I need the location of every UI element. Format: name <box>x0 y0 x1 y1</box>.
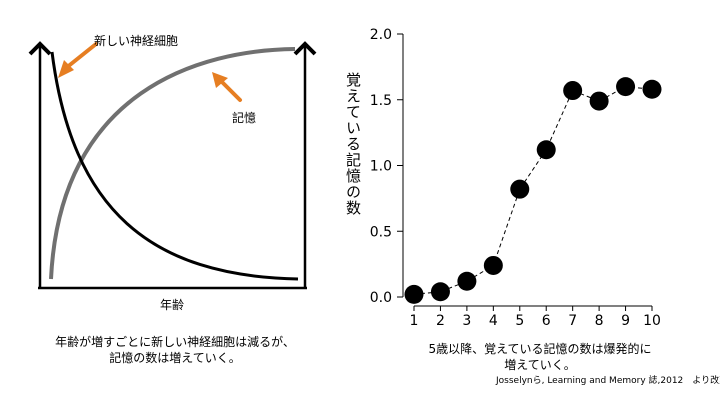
neuron-pointer-arrow <box>58 42 98 78</box>
x-tick-label: 10 <box>643 313 661 329</box>
memory-curve <box>49 47 296 280</box>
left-caption-line-2: 記憶の数は増えていく。 <box>109 351 241 365</box>
right-y-axis-label: 覚えている記憶の数 <box>344 72 362 216</box>
data-point <box>457 271 477 291</box>
right-caption: 5歳以降、覚えている記憶の数は爆発的に 増えていく。 <box>400 341 680 373</box>
y-tick-label: 0.0 <box>370 290 392 306</box>
right-caption-line-2: 増えていく。 <box>504 358 576 372</box>
x-tick-label: 6 <box>542 313 551 329</box>
new-neurons-curve <box>50 51 299 281</box>
data-point <box>536 140 556 160</box>
data-point <box>642 79 662 99</box>
x-tick-label: 7 <box>568 313 577 329</box>
x-tick-label: 1 <box>410 313 419 329</box>
data-point <box>589 91 609 111</box>
data-point <box>563 81 583 101</box>
x-tick-label: 9 <box>621 313 630 329</box>
conceptual-chart: 新しい神経細胞 記憶 年齢 <box>28 33 317 312</box>
data-point <box>430 282 450 302</box>
left-caption: 年齢が増すごとに新しい神経細胞は減るが、 記憶の数は増えていく。 <box>30 334 320 366</box>
left-x-axis-label: 年齢 <box>160 297 184 312</box>
y-tick-label: 2.0 <box>370 27 392 43</box>
y-tick-label: 1.0 <box>370 159 392 175</box>
data-point <box>483 255 503 275</box>
x-tick-label: 8 <box>595 313 604 329</box>
source-citation: Josselynら, Learning and Memory 誌,2012 より… <box>496 376 720 386</box>
data-point <box>616 77 636 97</box>
memory-series-label: 記憶 <box>232 110 256 125</box>
x-ticks: 1 2 3 4 5 6 7 8 9 10 <box>410 306 661 329</box>
data-line <box>413 86 653 295</box>
x-tick-label: 5 <box>515 313 524 329</box>
memory-pointer-arrow <box>212 72 242 102</box>
left-caption-line-1: 年齢が増すごとに新しい神経細胞は減るが、 <box>55 335 295 349</box>
y-tick-label: 0.5 <box>370 224 392 240</box>
memory-count-chart: 0.0 0.5 1.0 1.5 2.0 1 2 3 4 5 6 7 8 9 10 <box>370 27 662 329</box>
data-point <box>510 179 530 199</box>
x-tick-label: 4 <box>489 313 498 329</box>
data-point <box>404 284 424 304</box>
x-tick-label: 3 <box>462 313 471 329</box>
neuron-series-label: 新しい神経細胞 <box>94 33 178 48</box>
y-ticks: 0.0 0.5 1.0 1.5 2.0 <box>370 27 403 306</box>
x-tick-label: 2 <box>436 313 445 329</box>
right-caption-line-1: 5歳以降、覚えている記憶の数は爆発的に <box>428 342 652 356</box>
data-points <box>404 77 662 304</box>
y-tick-label: 1.5 <box>370 93 392 109</box>
